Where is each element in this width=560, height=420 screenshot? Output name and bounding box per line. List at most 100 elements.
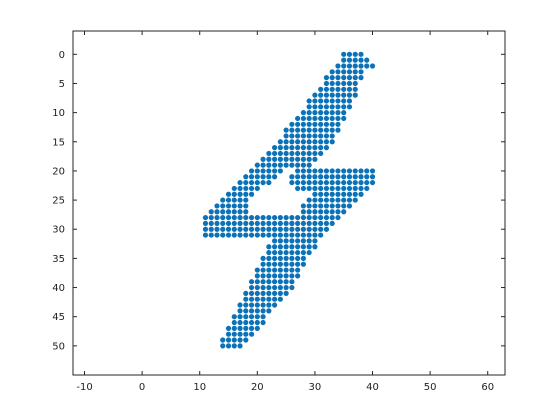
scatter-point — [283, 244, 289, 250]
scatter-point — [220, 197, 226, 203]
scatter-point — [202, 214, 209, 221]
scatter-point — [341, 110, 347, 116]
scatter-point — [283, 162, 289, 168]
scatter-point — [312, 214, 318, 221]
scatter-point — [243, 319, 249, 326]
scatter-point — [289, 145, 295, 151]
scatter-point — [323, 75, 330, 81]
scatter-point — [283, 145, 289, 151]
scatter-point — [237, 214, 243, 221]
scatter-point — [295, 273, 301, 279]
scatter-point — [318, 98, 324, 104]
scatter-point — [335, 174, 341, 180]
scatter-point — [335, 110, 341, 116]
scatter-point — [248, 319, 255, 326]
scatter-point — [295, 156, 301, 162]
scatter-point — [243, 214, 249, 221]
scatter-point — [300, 232, 306, 238]
scatter-point — [300, 209, 306, 215]
scatter-point — [289, 279, 295, 285]
scatter-point — [312, 220, 318, 227]
scatter-point — [248, 191, 255, 197]
scatter-point — [283, 220, 289, 227]
scatter-point — [237, 179, 243, 186]
scatter-point — [312, 133, 318, 139]
scatter-point — [289, 162, 295, 168]
scatter-point — [335, 115, 341, 122]
scatter-point — [237, 203, 243, 209]
x-tick-label: -10 — [76, 382, 92, 393]
scatter-point — [352, 69, 358, 75]
scatter-point — [231, 232, 237, 238]
x-tick-label: 10 — [193, 382, 206, 393]
scatter-point — [346, 57, 353, 63]
scatter-point — [300, 214, 306, 221]
scatter-point — [329, 127, 335, 133]
scatter-point — [300, 255, 306, 261]
scatter-point — [335, 179, 341, 186]
scatter-point — [341, 63, 347, 69]
x-tick-label: 0 — [139, 382, 145, 393]
x-tick-label: 30 — [309, 382, 322, 393]
scatter-point — [208, 232, 214, 238]
scatter-point — [237, 337, 243, 343]
scatter-point — [231, 203, 237, 209]
scatter-point — [248, 325, 255, 331]
scatter-point — [341, 69, 347, 75]
scatter-point — [289, 174, 295, 180]
scatter-point — [277, 267, 283, 273]
scatter-point — [364, 179, 370, 186]
scatter-point — [358, 191, 364, 197]
scatter-point — [266, 179, 272, 186]
scatter-point — [358, 57, 364, 63]
scatter-point — [248, 284, 255, 291]
scatter-point — [243, 232, 249, 238]
scatter-point — [248, 226, 255, 232]
scatter-point — [283, 273, 289, 279]
scatter-point — [260, 261, 266, 267]
scatter-point — [220, 209, 226, 215]
scatter-point — [312, 179, 318, 186]
scatter-point — [329, 69, 335, 75]
scatter-point — [300, 145, 306, 151]
scatter-point — [272, 261, 278, 267]
y-tick-label: 45 — [52, 312, 65, 323]
scatter-point — [318, 214, 324, 221]
scatter-point — [295, 214, 301, 221]
scatter-point — [272, 238, 278, 244]
scatter-point — [329, 110, 335, 116]
scatter-point — [312, 98, 318, 104]
x-tick-label: 20 — [251, 382, 264, 393]
scatter-point — [306, 232, 312, 238]
scatter-point — [237, 302, 243, 308]
scatter-point — [289, 244, 295, 250]
scatter-point — [364, 185, 370, 192]
scatter-point — [295, 261, 301, 267]
scatter-point — [254, 314, 260, 320]
x-tick-label: 50 — [424, 382, 437, 393]
scatter-point — [352, 63, 358, 69]
scatter-point — [352, 179, 358, 186]
scatter-point — [306, 220, 312, 227]
scatter-point — [358, 168, 364, 174]
scatter-point — [341, 197, 347, 203]
scatter-point — [248, 179, 255, 186]
scatter-point — [254, 174, 260, 180]
scatter-point — [329, 104, 335, 110]
scatter-point — [208, 209, 214, 215]
scatter-point — [335, 104, 341, 110]
scatter-point — [358, 63, 364, 69]
scatter-point — [248, 232, 255, 238]
scatter-point — [283, 232, 289, 238]
scatter-point — [323, 80, 330, 87]
scatter-point — [277, 226, 283, 232]
scatter-point — [300, 220, 306, 227]
scatter-point — [277, 296, 283, 302]
scatter-point — [237, 191, 243, 197]
scatter-point — [341, 104, 347, 110]
scatter-point — [306, 162, 312, 168]
scatter-point — [318, 133, 324, 139]
scatter-point — [329, 191, 335, 197]
scatter-point — [323, 179, 330, 186]
scatter-point — [329, 220, 335, 227]
